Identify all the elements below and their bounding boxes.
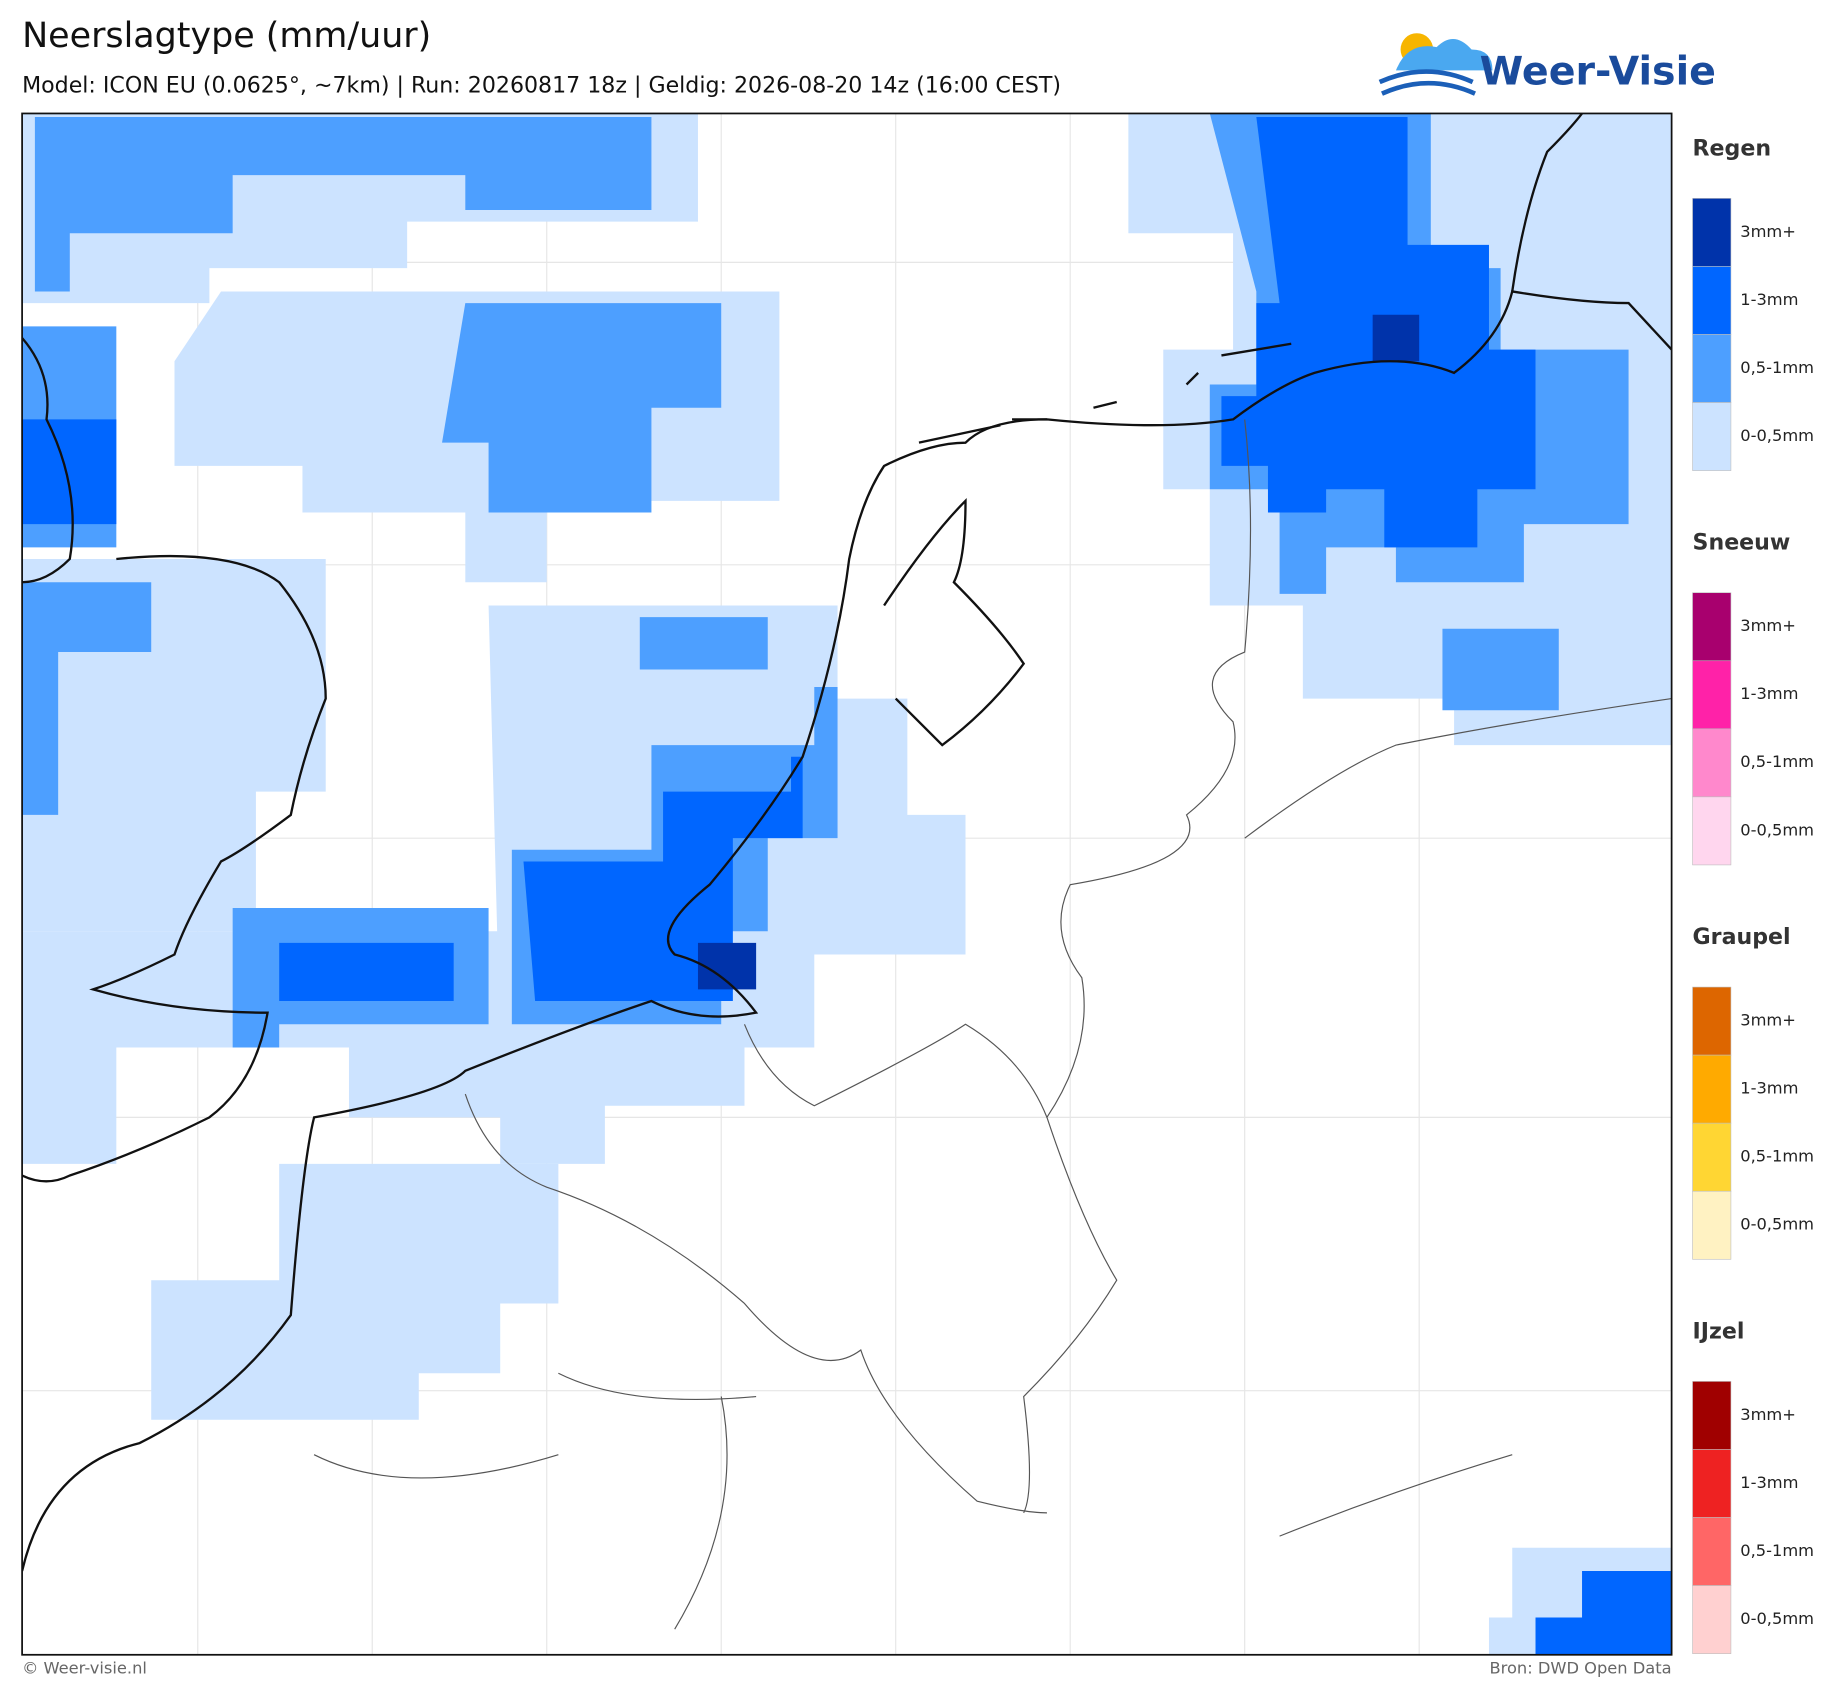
legend-label: 0,5-1mm — [1740, 1541, 1814, 1560]
precipitation — [22, 113, 1672, 1655]
legend-swatch — [1692, 660, 1732, 730]
borders — [313, 419, 1672, 1630]
legend-label: 1-3mm — [1740, 684, 1798, 703]
legend-swatch — [1692, 1585, 1732, 1654]
legend-swatch — [1692, 1122, 1732, 1192]
legend-swatch — [1692, 728, 1732, 798]
footer-left: © Weer-visie.nl — [22, 1658, 147, 1677]
legend-swatch — [1692, 1054, 1732, 1124]
legend-label: 3mm+ — [1740, 222, 1796, 241]
legend-label: 0-0,5mm — [1740, 1215, 1814, 1234]
legend-swatch — [1692, 266, 1732, 335]
legend: Regen 3mm+ 1-3mm 0,5-1mm 0-0,5mm Sneeuw 3mm+ 1-… — [1692, 135, 1814, 1654]
footer-right: Bron: DWD Open Data — [1489, 1658, 1671, 1677]
legend-swatch — [1692, 592, 1732, 662]
legend-label: 3mm+ — [1740, 1405, 1796, 1424]
legend-group-title: Regen — [1693, 135, 1772, 161]
legend-label: 0-0,5mm — [1740, 820, 1814, 839]
legend-swatch — [1692, 986, 1732, 1056]
legend-label: 3mm+ — [1740, 1010, 1796, 1029]
legend-swatch — [1692, 402, 1732, 471]
legend-label: 1-3mm — [1740, 290, 1798, 309]
legend-label: 0-0,5mm — [1740, 1609, 1814, 1628]
legend-label: 3mm+ — [1740, 616, 1796, 635]
legend-swatch — [1692, 1381, 1732, 1450]
legend-swatch — [1692, 796, 1732, 866]
legend-label: 1-3mm — [1740, 1079, 1798, 1098]
logo-text: Weer-Visie — [1480, 48, 1716, 94]
legend-label: 1-3mm — [1740, 1473, 1798, 1492]
logo: Weer-Visie — [1378, 33, 1716, 96]
legend-label: 0,5-1mm — [1740, 358, 1814, 377]
legend-group-title: IJzel — [1693, 1318, 1745, 1344]
legend-swatch — [1692, 1449, 1732, 1518]
legend-label: 0,5-1mm — [1740, 752, 1814, 771]
legend-group-title: Sneeuw — [1693, 530, 1791, 556]
legend-swatch — [1692, 334, 1732, 403]
legend-label: 0,5-1mm — [1740, 1147, 1814, 1166]
legend-group-title: Graupel — [1693, 924, 1791, 950]
legend-swatch — [1692, 198, 1732, 267]
map — [21, 112, 1673, 1656]
legend-swatch — [1692, 1190, 1732, 1260]
legend-swatch — [1692, 1517, 1732, 1586]
title: Neerslagtype (mm/uur) — [22, 16, 431, 56]
coastlines — [22, 113, 1672, 1572]
subtitle: Model: ICON EU (0.0625°, ~7km) | Run: 20… — [22, 73, 1061, 99]
legend-label: 0-0,5mm — [1740, 426, 1814, 445]
